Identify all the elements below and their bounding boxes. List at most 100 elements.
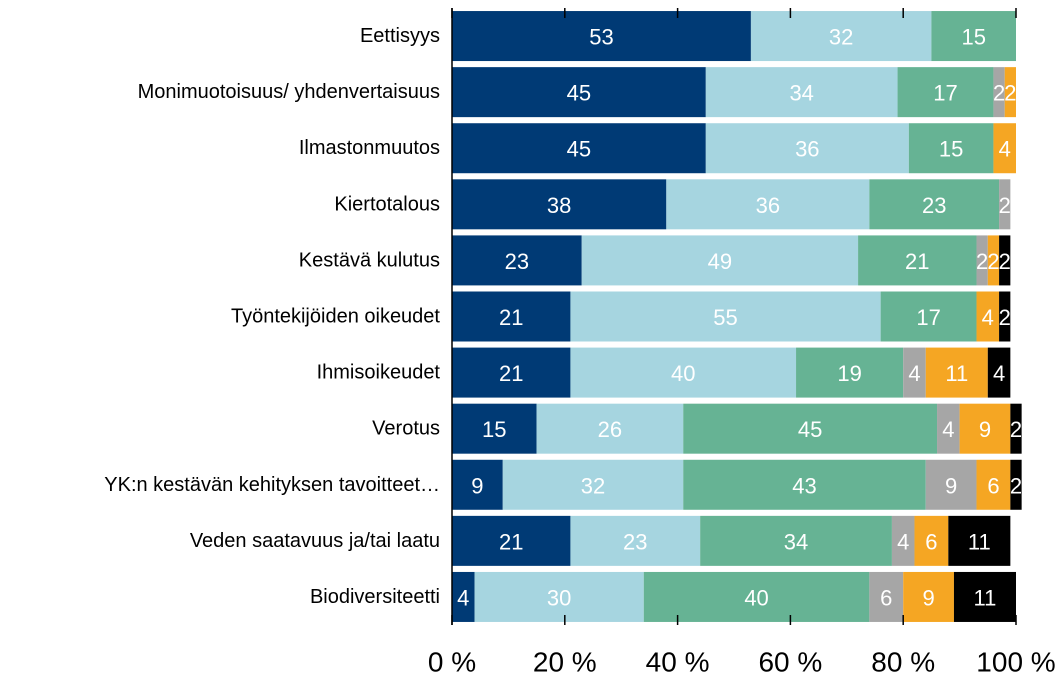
bar-segment [931, 11, 1016, 62]
value-label: 15 [939, 137, 963, 162]
value-label: 30 [547, 585, 571, 610]
value-label: 23 [505, 249, 529, 274]
bar-segment [925, 347, 988, 398]
bar-segment [869, 571, 904, 622]
x-tick-label: 100 % [976, 647, 1055, 675]
bar-segment [705, 67, 898, 118]
bar-segment [976, 291, 1000, 342]
value-label: 36 [795, 137, 819, 162]
value-label: 15 [961, 25, 985, 50]
bar-segment [750, 11, 932, 62]
value-label: 2 [1010, 473, 1022, 498]
bar-segment [452, 459, 503, 510]
value-label: 2 [999, 305, 1011, 330]
category-label: Kiertotalous [334, 193, 440, 215]
bar-segment [999, 291, 1011, 342]
value-label: 4 [999, 137, 1011, 162]
value-label: 40 [744, 585, 768, 610]
value-label: 15 [482, 417, 506, 442]
value-label: 21 [499, 361, 523, 386]
category-label: Työntekijöiden oikeudet [231, 306, 440, 328]
bar-segment [869, 179, 1000, 230]
bar-segment [908, 123, 994, 174]
value-label: 38 [547, 193, 571, 218]
bar-segment [570, 291, 881, 342]
value-label: 11 [974, 585, 997, 610]
bar-segment [643, 571, 870, 622]
bar-segment [502, 459, 684, 510]
value-label: 4 [942, 417, 954, 442]
value-label: 4 [908, 361, 920, 386]
value-label: 43 [792, 473, 816, 498]
bar-segment [903, 571, 954, 622]
bar-segment [914, 515, 949, 566]
bar-segment [452, 123, 706, 174]
value-label: 40 [671, 361, 695, 386]
value-label: 2 [993, 81, 1005, 106]
category-label: Biodiversiteetti [310, 586, 440, 608]
category-label: Ilmastonmuutos [299, 137, 440, 159]
value-label: 32 [581, 473, 605, 498]
bar-segment [452, 515, 571, 566]
bar-segment [976, 235, 988, 286]
value-label: 23 [922, 193, 946, 218]
category-label: YK:n kestävän kehityksen tavoitteet… [104, 474, 440, 496]
value-label: 23 [623, 529, 647, 554]
value-label: 21 [499, 305, 523, 330]
bar-segment [683, 403, 938, 454]
value-label: 36 [756, 193, 780, 218]
bar-segment [959, 403, 1011, 454]
bar-segment [1010, 403, 1022, 454]
category-label: Veden saatavuus ja/tai laatu [190, 530, 440, 552]
bar-segment [452, 571, 475, 622]
category-label: Eettisyys [360, 25, 440, 47]
value-label: 9 [922, 585, 934, 610]
value-label: 32 [829, 25, 853, 50]
category-label: Ihmisoikeudet [317, 362, 441, 384]
x-tick-label: 0 % [428, 647, 476, 675]
value-label: 2 [987, 249, 999, 274]
value-label: 45 [567, 81, 591, 106]
bar-segment [452, 403, 537, 454]
value-label: 17 [916, 305, 940, 330]
value-label: 11 [945, 361, 968, 386]
bar-segment [948, 515, 1011, 566]
value-label: 2 [976, 249, 988, 274]
bar-segment [452, 347, 571, 398]
value-label: 21 [905, 249, 929, 274]
value-label: 6 [925, 529, 937, 554]
bar-segment [937, 403, 960, 454]
bar-segment [796, 347, 904, 398]
bar-segment [993, 123, 1016, 174]
bar-segment [705, 123, 909, 174]
value-label: 4 [982, 305, 994, 330]
bar-segment [570, 347, 797, 398]
x-tick-label: 20 % [533, 647, 597, 675]
bar-segment [987, 235, 1000, 286]
bar-segment [683, 459, 926, 510]
bar-segment [976, 459, 1011, 510]
category-label: Kestävä kulutus [299, 249, 440, 271]
value-label: 9 [471, 473, 483, 498]
bar-segment [700, 515, 892, 566]
bar-segment [925, 459, 977, 510]
bar-segment [474, 571, 644, 622]
bar-segment [452, 67, 706, 118]
value-label: 2 [1010, 417, 1022, 442]
bar-segment [891, 515, 915, 566]
value-label: 4 [897, 529, 909, 554]
category-label: Verotus [372, 418, 440, 440]
bar-segment [666, 179, 870, 230]
bar-segment [452, 235, 582, 286]
value-label: 45 [798, 417, 822, 442]
value-label: 53 [589, 25, 613, 50]
bar-segment [570, 515, 701, 566]
value-label: 2 [999, 249, 1011, 274]
bar-segment [1004, 67, 1016, 118]
value-label: 45 [567, 137, 591, 162]
bar-segment [452, 11, 751, 62]
value-label: 17 [933, 81, 957, 106]
bar-segment [858, 235, 977, 286]
value-label: 6 [987, 473, 999, 498]
